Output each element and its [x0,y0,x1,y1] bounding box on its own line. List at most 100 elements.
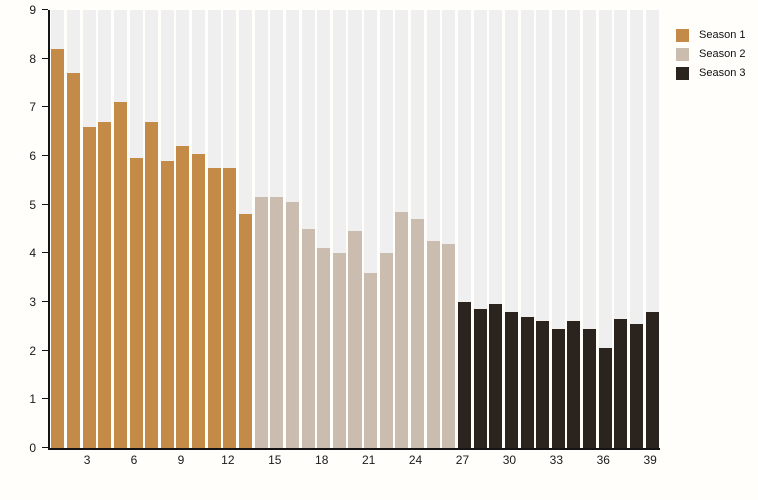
bar-slot [457,10,471,448]
y-tick-label-9: 9 [29,3,36,17]
bar-episode-35 [583,328,597,448]
bar-slot [411,10,425,448]
bar-episode-15 [270,197,284,448]
bar-slot [192,10,206,448]
legend-swatch-season-2 [676,48,689,61]
bar-episode-5 [113,102,127,448]
bar-slot [317,10,331,448]
legend-swatch-season-1 [676,29,689,42]
bar-episode-32 [536,321,550,448]
y-tick-7 [42,106,48,108]
bar-slot [223,10,237,448]
bar-slot [598,10,612,448]
bar-slot [82,10,96,448]
plot-area [48,10,660,450]
bar-slot [332,10,346,448]
x-tick-label-27: 27 [455,453,470,467]
bar-slot [238,10,253,448]
y-tick-label-6: 6 [29,148,36,163]
x-tick-label-15: 15 [268,453,282,467]
x-tick-label-3: 3 [83,453,91,467]
bar-slot [285,10,299,448]
y-tick-label-3: 3 [29,294,36,309]
y-tick-3 [42,300,48,302]
legend-label-season-1: Season 1 [699,29,746,41]
y-tick-6 [42,154,48,156]
bar-episode-19 [332,253,346,448]
bar-slot [160,10,174,448]
bar-slot [473,10,487,448]
bar-slot [66,10,80,448]
y-tick-label-5: 5 [29,197,36,212]
bar-slot [348,10,362,448]
bar-episode-6 [129,158,143,448]
bar-episode-11 [207,168,221,448]
bar-episode-9 [176,146,190,448]
bar-slot [207,10,221,448]
bar-slot [520,10,534,448]
bar-episode-21 [364,272,378,448]
bar-slot [614,10,628,448]
y-tick-label-0: 0 [29,441,36,455]
bar-slot [98,10,112,448]
bar-episode-37 [614,319,628,448]
bar-slot [504,10,518,448]
bar-episode-28 [473,309,487,448]
bar-slot [113,10,127,448]
bar-slot [489,10,503,448]
y-tick-label-4: 4 [29,246,36,261]
bar-episode-23 [395,211,409,448]
legend-item-season-3: Season 3 [676,67,745,80]
legend-item-season-1: Season 1 [676,29,745,42]
y-tick-0 [42,447,48,448]
bar-episode-13 [238,214,253,448]
x-tick-label-18: 18 [315,453,329,467]
bar-episode-1 [51,48,65,448]
x-axis-labels: 3 6 9 12 15 18 21 24 27 30 33 36 39 [48,451,658,471]
bar-slot [364,10,378,448]
bar-episode-16 [285,202,299,448]
y-tick-5 [42,203,48,205]
bars-row [50,10,660,448]
y-tick-8 [42,57,48,59]
bar-slot [551,10,565,448]
bar-episode-33 [551,328,565,448]
bar-episode-39 [645,311,659,448]
bar-slot [254,10,268,448]
bar-slot [270,10,284,448]
bar-slot [51,10,65,448]
bar-episode-14 [254,197,268,448]
bar-slot [567,10,581,448]
bar-slot [630,10,644,448]
bar-slot [129,10,143,448]
legend-swatch-season-3 [676,67,689,80]
x-tick-label-6: 6 [130,453,138,467]
y-tick-label-8: 8 [29,51,36,66]
x-tick-label-24: 24 [408,453,423,467]
bar-episode-25 [426,241,440,448]
bar-episode-34 [567,321,581,448]
legend-label-season-3: Season 3 [699,67,746,79]
bar-episode-10 [192,153,206,448]
y-tick-2 [42,349,48,351]
bar-slot [145,10,159,448]
bar-episode-7 [145,121,159,448]
y-tick-label-1: 1 [29,392,36,407]
bar-episode-4 [98,121,112,448]
x-tick-label-9: 9 [177,453,185,467]
y-tick-9 [42,9,48,10]
x-tick-label-39: 39 [643,453,657,467]
bar-episode-17 [301,229,315,448]
y-axis: 0 1 2 3 4 5 6 7 8 9 [0,3,48,455]
y-tick-label-7: 7 [29,100,36,115]
bar-slot [301,10,315,448]
x-tick-label-12: 12 [221,453,235,467]
bar-episode-18 [317,248,331,448]
x-tick-label-36: 36 [596,453,610,467]
bar-episode-38 [630,323,644,448]
legend-label-season-2: Season 2 [699,48,746,60]
bar-episode-36 [598,348,612,448]
y-tick-4 [42,252,48,254]
bar-slot [426,10,440,448]
